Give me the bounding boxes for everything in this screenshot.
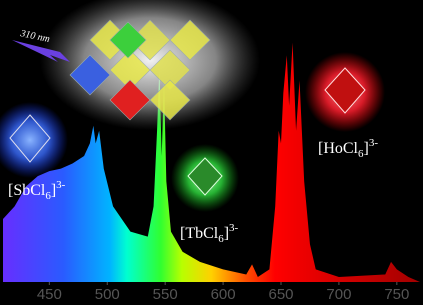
ion-sup: 3- xyxy=(56,179,66,191)
x-tick-label: 550 xyxy=(153,286,178,303)
x-tick-label: 750 xyxy=(384,286,409,303)
ion-base: [HoCl xyxy=(318,140,359,157)
ion-sup: 3- xyxy=(369,137,379,149)
ion-base: [TbCl xyxy=(180,225,219,242)
chart: 310 nm [SbCl6]3- [TbCl6]3- [HoCl6]3- 450… xyxy=(0,0,423,305)
ion-base: [SbCl xyxy=(8,182,46,199)
x-tick-label: 650 xyxy=(268,286,293,303)
x-tick-label: 600 xyxy=(211,286,236,303)
x-tick-label: 700 xyxy=(326,286,351,303)
x-tick-label: 500 xyxy=(95,286,120,303)
ion-sup: 3- xyxy=(229,222,239,234)
x-tick-label: 450 xyxy=(37,286,62,303)
